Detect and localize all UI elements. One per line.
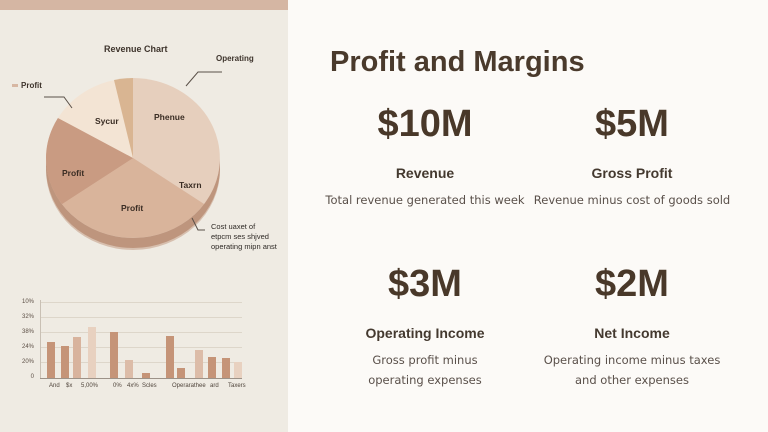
metric-description: Revenue minus cost of goods sold bbox=[533, 193, 731, 207]
slice-label-taxrn: Taxrn bbox=[179, 180, 202, 190]
bar[interactable] bbox=[234, 362, 242, 378]
pie-chart bbox=[44, 71, 222, 250]
page-title: Profit and Margins bbox=[330, 46, 585, 78]
gridline bbox=[40, 332, 242, 333]
metric-value: $3M bbox=[388, 263, 462, 305]
x-label: Scles bbox=[142, 383, 157, 389]
x-label: Taxers bbox=[228, 383, 246, 389]
metric-label: Operating Income bbox=[365, 325, 485, 341]
y-tick: 32% bbox=[21, 314, 34, 320]
pie-slice-profit-bottom[interactable] bbox=[62, 158, 204, 238]
bar[interactable] bbox=[47, 342, 55, 378]
metric-description: Gross profit minus operating expenses bbox=[368, 353, 482, 387]
slice-label-phenue: Phenue bbox=[154, 112, 185, 122]
bar[interactable] bbox=[142, 373, 150, 378]
metric-revenue: $10M Revenue Total revenue generated thi… bbox=[320, 104, 530, 210]
leader-line-profit bbox=[44, 96, 73, 109]
gridline bbox=[40, 362, 242, 363]
callout-cost-line1: Cost uaxet of bbox=[211, 222, 256, 231]
gridline bbox=[40, 302, 242, 303]
legend-profit-label: Profit bbox=[21, 81, 42, 90]
bar[interactable] bbox=[88, 327, 96, 378]
slice-label-profit-bottom: Profit bbox=[121, 203, 144, 213]
metric-value: $10M bbox=[377, 103, 473, 145]
pie-slice-phenue[interactable] bbox=[133, 78, 220, 204]
leader-line-operating bbox=[185, 71, 222, 87]
bar[interactable] bbox=[195, 350, 203, 378]
gridline bbox=[40, 347, 242, 348]
pie-slice-sycur[interactable] bbox=[58, 79, 133, 158]
metric-label: Revenue bbox=[395, 165, 455, 181]
legend-swatch-icon bbox=[12, 84, 18, 88]
pie-chart-title: Revenue Chart bbox=[104, 44, 168, 54]
x-label: ard bbox=[210, 383, 219, 389]
x-label: 5,00% bbox=[81, 383, 99, 389]
bar[interactable] bbox=[208, 357, 216, 378]
y-tick: 10% bbox=[21, 299, 34, 305]
metric-description: Operating income minus taxes and other e… bbox=[543, 353, 721, 387]
content-panel: Profit and Margins $10M Revenue Total re… bbox=[288, 0, 768, 432]
legend-profit: Profit bbox=[12, 81, 42, 90]
metric-net-income: $2M Net Income Operating income minus ta… bbox=[527, 264, 737, 390]
x-label: And bbox=[49, 383, 60, 389]
slice-label-profit-left: Profit bbox=[62, 168, 85, 178]
callout-operating: Operating bbox=[216, 54, 254, 63]
metric-label: Net Income bbox=[594, 325, 670, 341]
callout-cost-line3: operating mipn anst bbox=[211, 242, 277, 251]
banner-text: · · · bbox=[120, 0, 136, 5]
bar[interactable] bbox=[110, 332, 118, 378]
y-tick: 24% bbox=[21, 344, 34, 350]
bar[interactable] bbox=[222, 358, 230, 378]
metric-gross-profit: $5M Gross Profit Revenue minus cost of g… bbox=[527, 104, 737, 210]
chart-panel: · · · Revenue Chart Operating Profit Cos… bbox=[0, 0, 288, 432]
metric-value: $2M bbox=[595, 263, 669, 305]
x-label: 0% bbox=[113, 383, 122, 389]
metric-label: Gross Profit bbox=[591, 165, 673, 181]
bar[interactable] bbox=[177, 368, 185, 378]
bar[interactable] bbox=[61, 346, 69, 378]
y-tick: 20% bbox=[21, 359, 34, 365]
slice-label-sycur: Sycur bbox=[95, 116, 119, 126]
bar[interactable] bbox=[125, 360, 133, 378]
callout-cost: Cost uaxet of etpcm ses shjved operating… bbox=[211, 222, 277, 252]
x-label: Operarathee bbox=[172, 383, 206, 389]
bar[interactable] bbox=[73, 337, 81, 378]
x-label: 4x% bbox=[127, 383, 139, 389]
y-tick: 38% bbox=[21, 329, 34, 335]
bar[interactable] bbox=[166, 336, 174, 378]
pie-slice-profit-left-fill bbox=[45, 118, 133, 204]
y-axis bbox=[40, 300, 41, 378]
y-tick: 0 bbox=[30, 374, 34, 380]
metric-description: Total revenue generated this week bbox=[325, 193, 525, 207]
x-label: $x bbox=[66, 383, 73, 389]
pie-slice-small[interactable] bbox=[114, 78, 133, 158]
top-banner: · · · bbox=[0, 0, 288, 10]
metric-operating-income: $3M Operating Income Gross profit minus … bbox=[320, 264, 530, 390]
gridline bbox=[40, 317, 242, 318]
x-axis bbox=[40, 378, 242, 379]
leader-line-cost bbox=[191, 217, 205, 231]
bar-chart: 10% 32% 38% 24% 20% 0 And $x 5,00% 0% 4x… bbox=[0, 290, 288, 400]
metric-value: $5M bbox=[595, 103, 669, 145]
callout-cost-line2: etpcm ses shjved bbox=[211, 232, 269, 241]
